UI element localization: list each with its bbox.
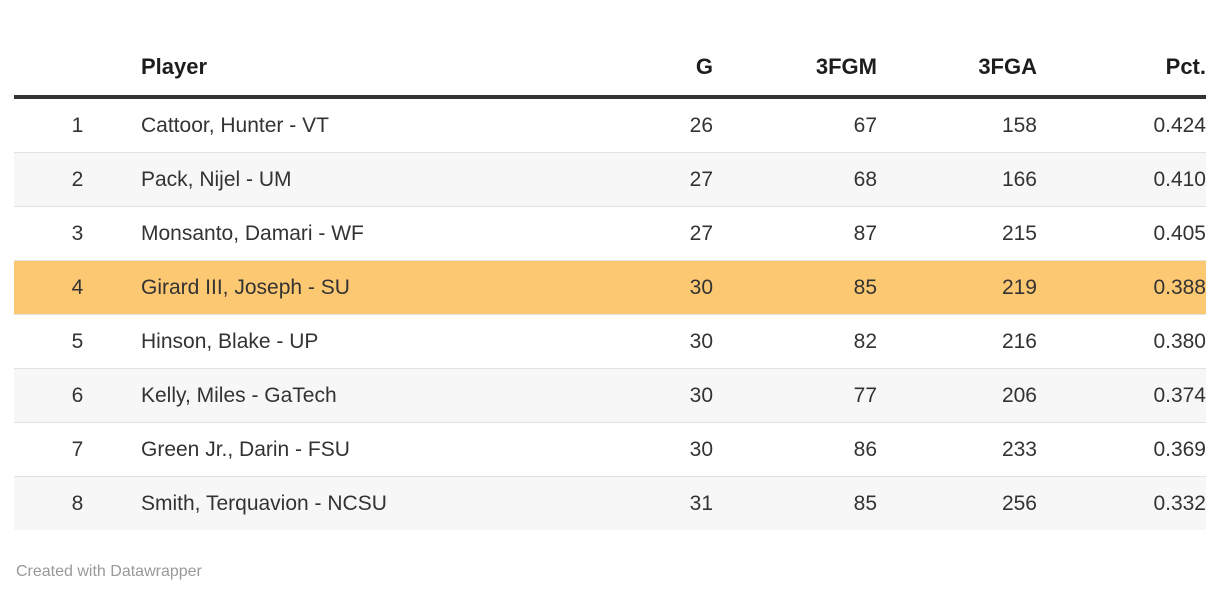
pct-cell: 0.374 bbox=[1037, 368, 1206, 423]
header-games: G bbox=[567, 38, 713, 99]
rank-cell: 1 bbox=[71, 113, 84, 137]
rank-cell: 6 bbox=[14, 368, 141, 423]
table-row: 5 Hinson, Blake - UP 30 82 216 0.380 bbox=[14, 314, 1206, 369]
rank-cell: 2 bbox=[14, 152, 141, 207]
fga-cell: 206 bbox=[877, 368, 1037, 423]
games-cell: 27 bbox=[567, 206, 713, 261]
fgm-cell: 67 bbox=[853, 113, 877, 137]
games-cell: 31 bbox=[567, 476, 713, 530]
attribution-text: Created with Datawrapper bbox=[16, 563, 202, 580]
fgm-cell: 68 bbox=[713, 152, 877, 207]
fgm-cell: 85 bbox=[713, 260, 877, 315]
player-cell: Hinson, Blake - UP bbox=[141, 314, 567, 369]
pct-cell: 0.424 bbox=[1153, 113, 1206, 137]
header-player: Player bbox=[141, 38, 567, 99]
games-cell: 27 bbox=[567, 152, 713, 207]
games-cell: 30 bbox=[567, 260, 713, 315]
table-row: 4 Girard III, Joseph - SU 30 85 219 0.388 bbox=[14, 260, 1206, 315]
games-cell: 26 bbox=[689, 113, 713, 137]
header-3fgm: 3FGM bbox=[713, 38, 877, 99]
games-cell: 30 bbox=[567, 314, 713, 369]
stats-table: Player G 3FGM 3FGA Pct. 1 Cattoor, Hunter… bbox=[14, 38, 1206, 530]
player-cell: Monsanto, Damari - WF bbox=[141, 206, 567, 261]
table-row: 8 Smith, Terquavion - NCSU 31 85 256 0.332 bbox=[14, 476, 1206, 530]
table-row: 7 Green Jr., Darin - FSU 30 86 233 0.369 bbox=[14, 422, 1206, 477]
fga-cell: 219 bbox=[877, 260, 1037, 315]
fga-cell: 216 bbox=[877, 314, 1037, 369]
pct-cell: 0.388 bbox=[1037, 260, 1206, 315]
pct-cell: 0.405 bbox=[1037, 206, 1206, 261]
table-row: 3 Monsanto, Damari - WF 27 87 215 0.405 bbox=[14, 206, 1206, 261]
fga-cell: 256 bbox=[877, 476, 1037, 530]
fgm-cell: 85 bbox=[713, 476, 877, 530]
table-row: 1 Cattoor, Hunter - VT 26 67 158 0.424 bbox=[14, 97, 1206, 153]
fga-cell: 158 bbox=[1001, 113, 1037, 137]
games-cell: 30 bbox=[567, 422, 713, 477]
pct-cell: 0.410 bbox=[1037, 152, 1206, 207]
table-header: Player G 3FGM 3FGA Pct. bbox=[14, 38, 1206, 99]
player-cell: Smith, Terquavion - NCSU bbox=[141, 476, 567, 530]
pct-cell: 0.380 bbox=[1037, 314, 1206, 369]
pct-cell: 0.369 bbox=[1037, 422, 1206, 477]
fgm-cell: 86 bbox=[713, 422, 877, 477]
header-rank bbox=[14, 38, 141, 99]
player-cell: Pack, Nijel - UM bbox=[141, 152, 567, 207]
table-body: 1 Cattoor, Hunter - VT 26 67 158 0.424 2 Pack, … bbox=[14, 97, 1206, 530]
player-cell: Kelly, Miles - GaTech bbox=[141, 368, 567, 423]
fgm-cell: 87 bbox=[713, 206, 877, 261]
rank-cell: 7 bbox=[14, 422, 141, 477]
player-cell: Girard III, Joseph - SU bbox=[141, 260, 567, 315]
rank-cell: 8 bbox=[14, 476, 141, 530]
fgm-cell: 82 bbox=[713, 314, 877, 369]
fgm-cell: 77 bbox=[713, 368, 877, 423]
pct-cell: 0.332 bbox=[1037, 476, 1206, 530]
rank-cell: 3 bbox=[14, 206, 141, 261]
games-cell: 30 bbox=[567, 368, 713, 423]
rank-cell: 5 bbox=[14, 314, 141, 369]
table-row: 6 Kelly, Miles - GaTech 30 77 206 0.374 bbox=[14, 368, 1206, 423]
player-cell: Cattoor, Hunter - VT bbox=[141, 113, 329, 137]
rank-cell: 4 bbox=[14, 260, 141, 315]
player-cell: Green Jr., Darin - FSU bbox=[141, 422, 567, 477]
fga-cell: 233 bbox=[877, 422, 1037, 477]
header-pct: Pct. bbox=[1037, 38, 1206, 99]
table-row: 2 Pack, Nijel - UM 27 68 166 0.410 bbox=[14, 152, 1206, 207]
fga-cell: 215 bbox=[877, 206, 1037, 261]
header-3fga: 3FGA bbox=[877, 38, 1037, 99]
header-row: Player G 3FGM 3FGA Pct. bbox=[14, 38, 1206, 99]
fga-cell: 166 bbox=[877, 152, 1037, 207]
